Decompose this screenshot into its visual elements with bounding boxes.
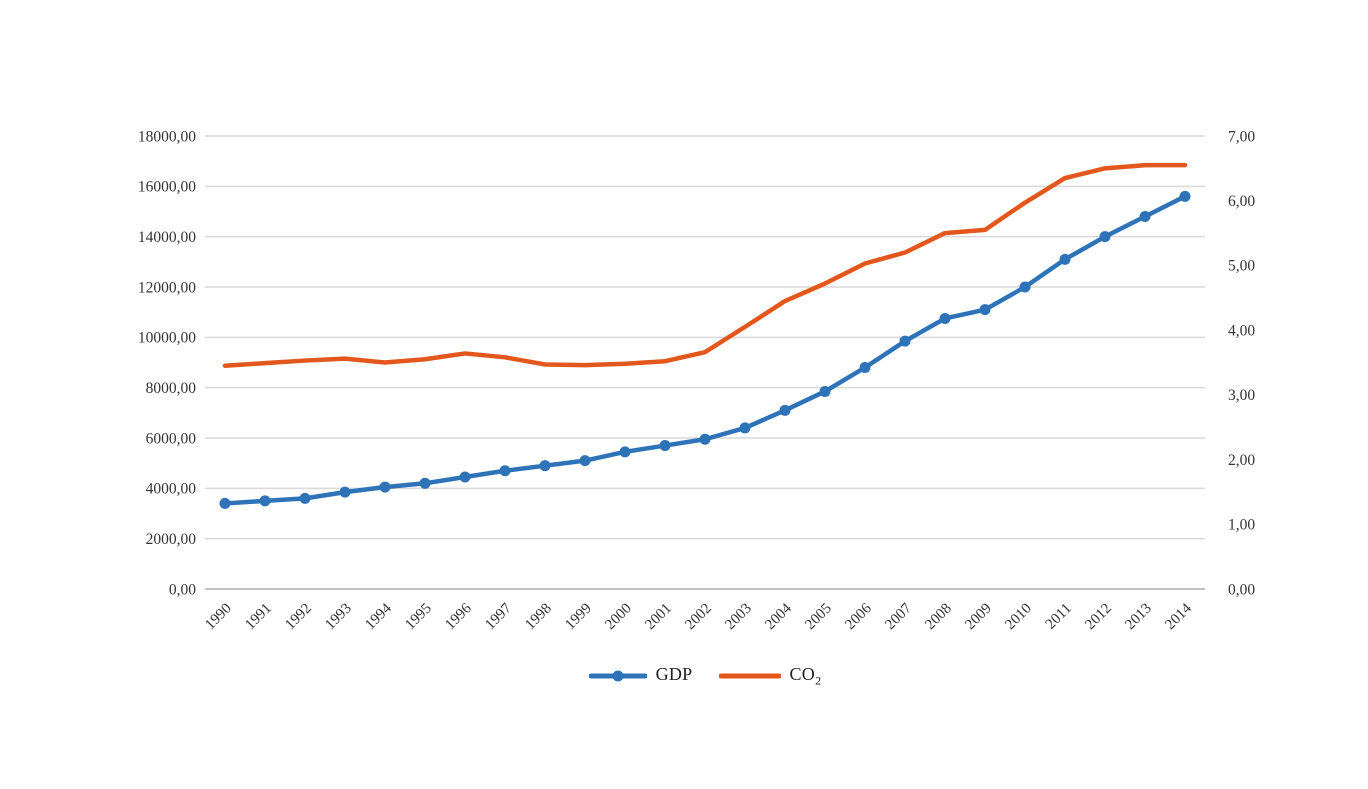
co2-line-swatch [718,673,781,679]
x-axis-year-label: 2012 [1082,601,1115,634]
right-axis-tick-label: 0,00 [1228,581,1255,598]
x-axis-year-label: 2004 [762,600,795,633]
gdp-point-marker [859,362,871,374]
gdp-point-marker [979,304,991,316]
legend-label-co2: CO2 [789,663,822,688]
right-axis-tick-label: 1,00 [1228,517,1255,534]
x-axis-labels: 1990 1991 1992 1993 1994 1995 1996 1997 1998 1999… [202,600,1195,633]
x-axis-year-label: 1992 [282,601,315,634]
gdp-point-marker [659,440,671,452]
gdp-point-marker [499,465,511,477]
gdp-point-marker [219,497,231,509]
left-axis-tick-label: 0,00 [169,581,196,598]
gdp-point-marker [899,335,911,347]
legend-item-co2: CO2 [718,663,822,689]
left-axis-tick-label: 6000,00 [146,430,197,447]
x-axis-year-label: 2002 [682,601,715,634]
left-axis-tick-label: 8000,00 [146,380,197,397]
x-axis-year-label: 1993 [322,601,355,634]
chart-legend: GDP CO2 [205,658,1205,694]
gdp-markers [219,190,1191,509]
left-axis-labels: 0,00 2000,00 4000,00 6000,00 8000,00 10000,00… [138,128,196,598]
x-axis-year-label: 2005 [802,601,835,634]
left-axis-tick-label: 18000,00 [138,128,196,145]
x-axis-year-label: 2009 [962,601,995,634]
left-axis-tick-label: 14000,00 [138,229,196,246]
x-axis-year-label: 2013 [1122,601,1155,634]
dual-axis-line-chart: 0,00 2000,00 4000,00 6000,00 8000,00 10000,00… [138,128,1256,633]
gdp-point-marker [1059,253,1071,265]
x-axis-year-label: 1998 [522,601,555,634]
right-axis-tick-label: 2,00 [1228,452,1255,469]
legend-item-gdp: GDP [588,663,693,689]
gdp-point-marker [459,471,471,483]
x-axis-year-label: 2007 [882,600,915,633]
gridlines [205,135,1205,590]
x-axis-year-label: 1996 [442,600,475,633]
right-axis-tick-label: 3,00 [1228,387,1255,404]
gdp-point-marker [1019,281,1031,293]
legend-label-gdp: GDP [655,663,693,684]
x-axis-year-label: 1999 [562,601,595,634]
right-axis-tick-label: 7,00 [1228,128,1255,145]
gdp-point-marker [699,433,711,445]
x-axis-year-label: 1990 [202,601,235,634]
gdp-point-marker [379,481,391,493]
co2-line [222,162,1188,368]
gdp-point-marker [539,460,551,472]
gdp-point-marker [299,492,311,504]
gdp-line-swatch [588,670,647,682]
gdp-point-marker [1139,211,1151,223]
gdp-point-marker [939,312,951,324]
x-axis-year-label: 2003 [722,601,755,634]
gdp-point-marker [739,422,751,434]
left-axis-tick-label: 16000,00 [138,179,196,196]
gdp-point-marker [419,477,431,489]
x-axis-year-label: 2010 [1002,601,1035,634]
right-axis-tick-label: 4,00 [1228,322,1255,339]
left-axis-tick-label: 10000,00 [138,330,196,347]
x-axis-year-label: 1991 [242,601,275,634]
right-axis-labels: 0,00 1,00 2,00 3,00 4,00 5,00 6,00 7,00 [1228,128,1255,598]
right-axis-tick-label: 5,00 [1228,258,1255,275]
gdp-point-marker [339,486,351,498]
left-axis-tick-label: 4000,00 [146,481,197,498]
gdp-point-marker [779,404,791,416]
x-axis-year-label: 2011 [1043,601,1075,633]
left-axis-tick-label: 12000,00 [138,279,196,296]
x-axis-year-label: 1997 [482,600,515,633]
gdp-point-marker [619,446,631,458]
gdp-point-marker [819,385,831,397]
gdp-point-marker [1099,231,1111,243]
x-axis-year-label: 2006 [842,600,875,633]
gdp-point-marker [259,495,271,507]
x-axis-year-label: 2000 [602,601,635,634]
x-axis-year-label: 2008 [922,601,955,634]
left-axis-tick-label: 2000,00 [146,531,197,548]
x-axis-year-label: 1995 [402,601,435,634]
x-axis-year-label: 1994 [362,600,395,633]
x-axis-year-label: 2014 [1162,600,1195,633]
x-axis-year-label: 2001 [642,601,675,634]
gdp-point-marker [579,455,591,467]
gdp-point-marker [1179,190,1191,202]
right-axis-tick-label: 6,00 [1228,193,1255,210]
